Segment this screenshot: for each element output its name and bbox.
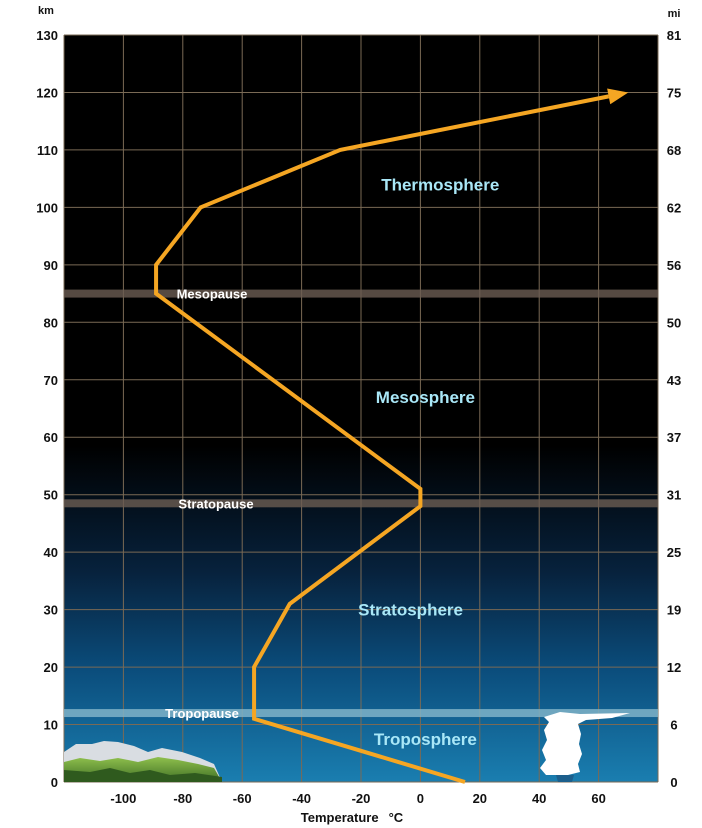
- y-tick-label-km: 110: [37, 143, 58, 158]
- y-tick-label-mi: 50: [667, 315, 681, 330]
- temperature-curve: [154, 94, 610, 784]
- y-tick-label-km: 10: [44, 718, 58, 733]
- pause-band: [64, 499, 658, 508]
- y-tick-label-mi: 81: [667, 28, 681, 43]
- y-tick-label-km: 120: [36, 85, 58, 100]
- left-axis-unit: km: [38, 5, 54, 17]
- x-tick-label: -80: [173, 791, 192, 806]
- y-tick-label-mi: 75: [667, 85, 681, 100]
- x-axis-label: Temperature °C: [301, 810, 404, 825]
- x-tick-label: 60: [591, 791, 605, 806]
- cumulonimbus-cloud-illustration: [540, 712, 630, 782]
- pause-band: [64, 709, 658, 718]
- y-tick-label-km: 30: [44, 603, 58, 618]
- grid-lines: [63, 34, 659, 783]
- x-tick-label: -20: [352, 791, 371, 806]
- y-tick-label-km: 80: [44, 315, 58, 330]
- y-tick-label-mi: 6: [670, 718, 677, 733]
- layer-label: Mesosphere: [376, 388, 475, 407]
- mountains-illustration: [64, 741, 222, 782]
- x-tick-label: 20: [473, 791, 487, 806]
- pause-bands: [64, 289, 658, 718]
- x-tick-label: -40: [292, 791, 311, 806]
- y-tick-label-km: 40: [44, 545, 58, 560]
- y-tick-label-mi: 68: [667, 143, 681, 158]
- y-tick-label-mi: 31: [667, 488, 681, 503]
- layer-labels: Tropopause Stratopause Mesopause Tropospher…: [165, 175, 499, 749]
- y-tick-label-km: 20: [44, 660, 58, 675]
- y-tick-label-km: 130: [36, 28, 58, 43]
- x-tick-label: -60: [233, 791, 252, 806]
- y-tick-label-mi: 0: [670, 775, 677, 790]
- y-tick-label-km: 60: [44, 430, 58, 445]
- x-axis-temperature: -100 -80 -60 -40 -20 0 20 40 60: [110, 791, 605, 806]
- y-tick-label-km: 70: [44, 373, 58, 388]
- y-axis-km: 0 10 20 30 40 50 60 70 80 90 100 110 120 130: [36, 28, 58, 790]
- x-tick-label: -100: [110, 791, 136, 806]
- y-tick-label-km: 100: [36, 200, 58, 215]
- y-tick-label-km: 0: [51, 775, 58, 790]
- y-tick-label-mi: 43: [667, 373, 681, 388]
- x-tick-label: 0: [417, 791, 424, 806]
- x-axis-unit: °C: [389, 810, 404, 825]
- layer-label: Stratosphere: [358, 601, 463, 620]
- y-axis-mi: 0 6 12 19 25 31 37 43 50 56 62 68 75 81: [667, 28, 681, 790]
- y-tick-label-mi: 12: [667, 660, 681, 675]
- pause-band: [64, 289, 658, 298]
- y-tick-label-mi: 19: [667, 603, 681, 618]
- y-tick-label-mi: 25: [667, 545, 681, 560]
- x-axis-title: Temperature: [301, 810, 379, 825]
- x-tick-label: 40: [532, 791, 546, 806]
- temperature-profile: [154, 88, 629, 784]
- y-tick-label-mi: 62: [667, 200, 681, 215]
- y-tick-label-km: 90: [44, 258, 58, 273]
- pause-label: Tropopause: [165, 706, 239, 721]
- y-tick-label-km: 50: [44, 488, 58, 503]
- pause-label: Mesopause: [177, 287, 248, 302]
- layer-label: Troposphere: [374, 730, 477, 749]
- curve-arrowhead: [607, 88, 629, 105]
- right-axis-unit: mi: [668, 8, 681, 20]
- pause-label: Stratopause: [178, 496, 253, 511]
- y-tick-label-mi: 56: [667, 258, 681, 273]
- layer-label: Thermosphere: [381, 175, 499, 194]
- y-tick-label-mi: 37: [667, 430, 681, 445]
